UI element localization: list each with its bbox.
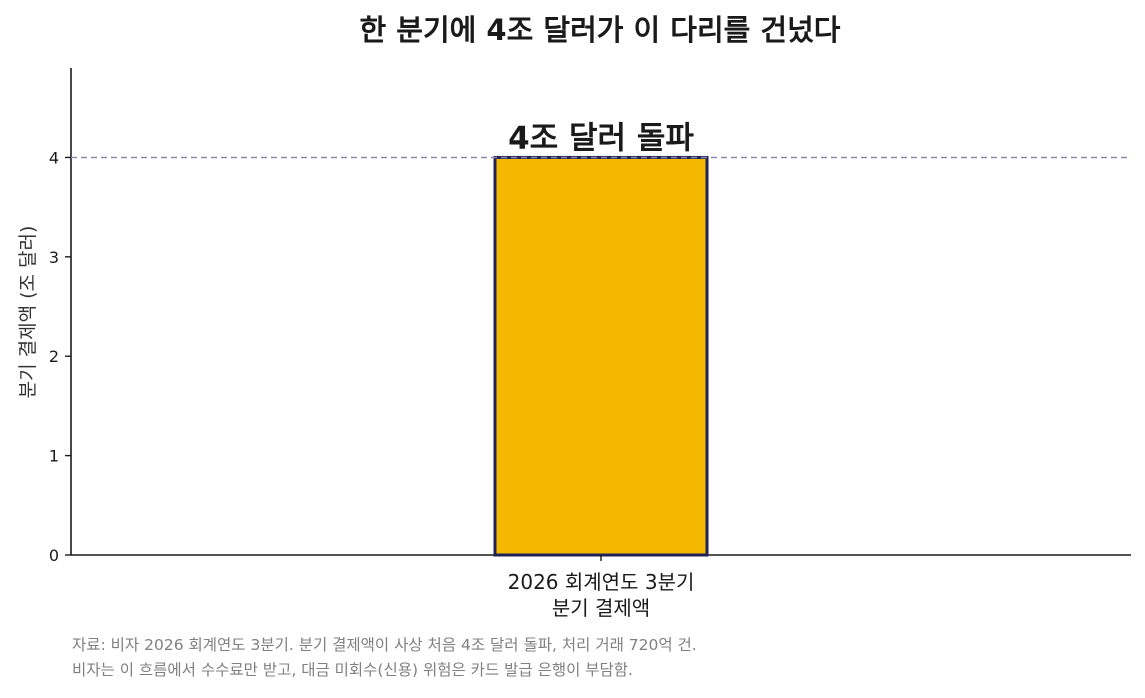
y-axis-label: 분기 결제액 (조 달러) xyxy=(17,226,39,399)
x-category-label-line: 분기 결제액 xyxy=(552,596,650,620)
y-tick-label: 0 xyxy=(49,546,59,565)
bar-annotation: 4조 달러 돌파 xyxy=(508,120,694,156)
x-category-label-line: 2026 회계연도 3분기 xyxy=(508,570,695,594)
y-tick-label: 1 xyxy=(49,447,59,466)
y-tick-label: 3 xyxy=(49,248,59,267)
y-tick-label: 2 xyxy=(49,347,59,366)
footnote-line-2: 비자는 이 흐름에서 수수료만 받고, 대금 미회수(신용) 위험은 카드 발급… xyxy=(72,661,633,679)
y-tick-label: 4 xyxy=(49,148,59,167)
chart-title: 한 분기에 4조 달러가 이 다리를 건넜다 xyxy=(360,13,841,47)
footnote-line-1: 자료: 비자 2026 회계연도 3분기. 분기 결제액이 사상 처음 4조 달… xyxy=(72,636,697,654)
source-footnote: 자료: 비자 2026 회계연도 3분기. 분기 결제액이 사상 처음 4조 달… xyxy=(72,633,697,683)
bar xyxy=(493,155,709,557)
